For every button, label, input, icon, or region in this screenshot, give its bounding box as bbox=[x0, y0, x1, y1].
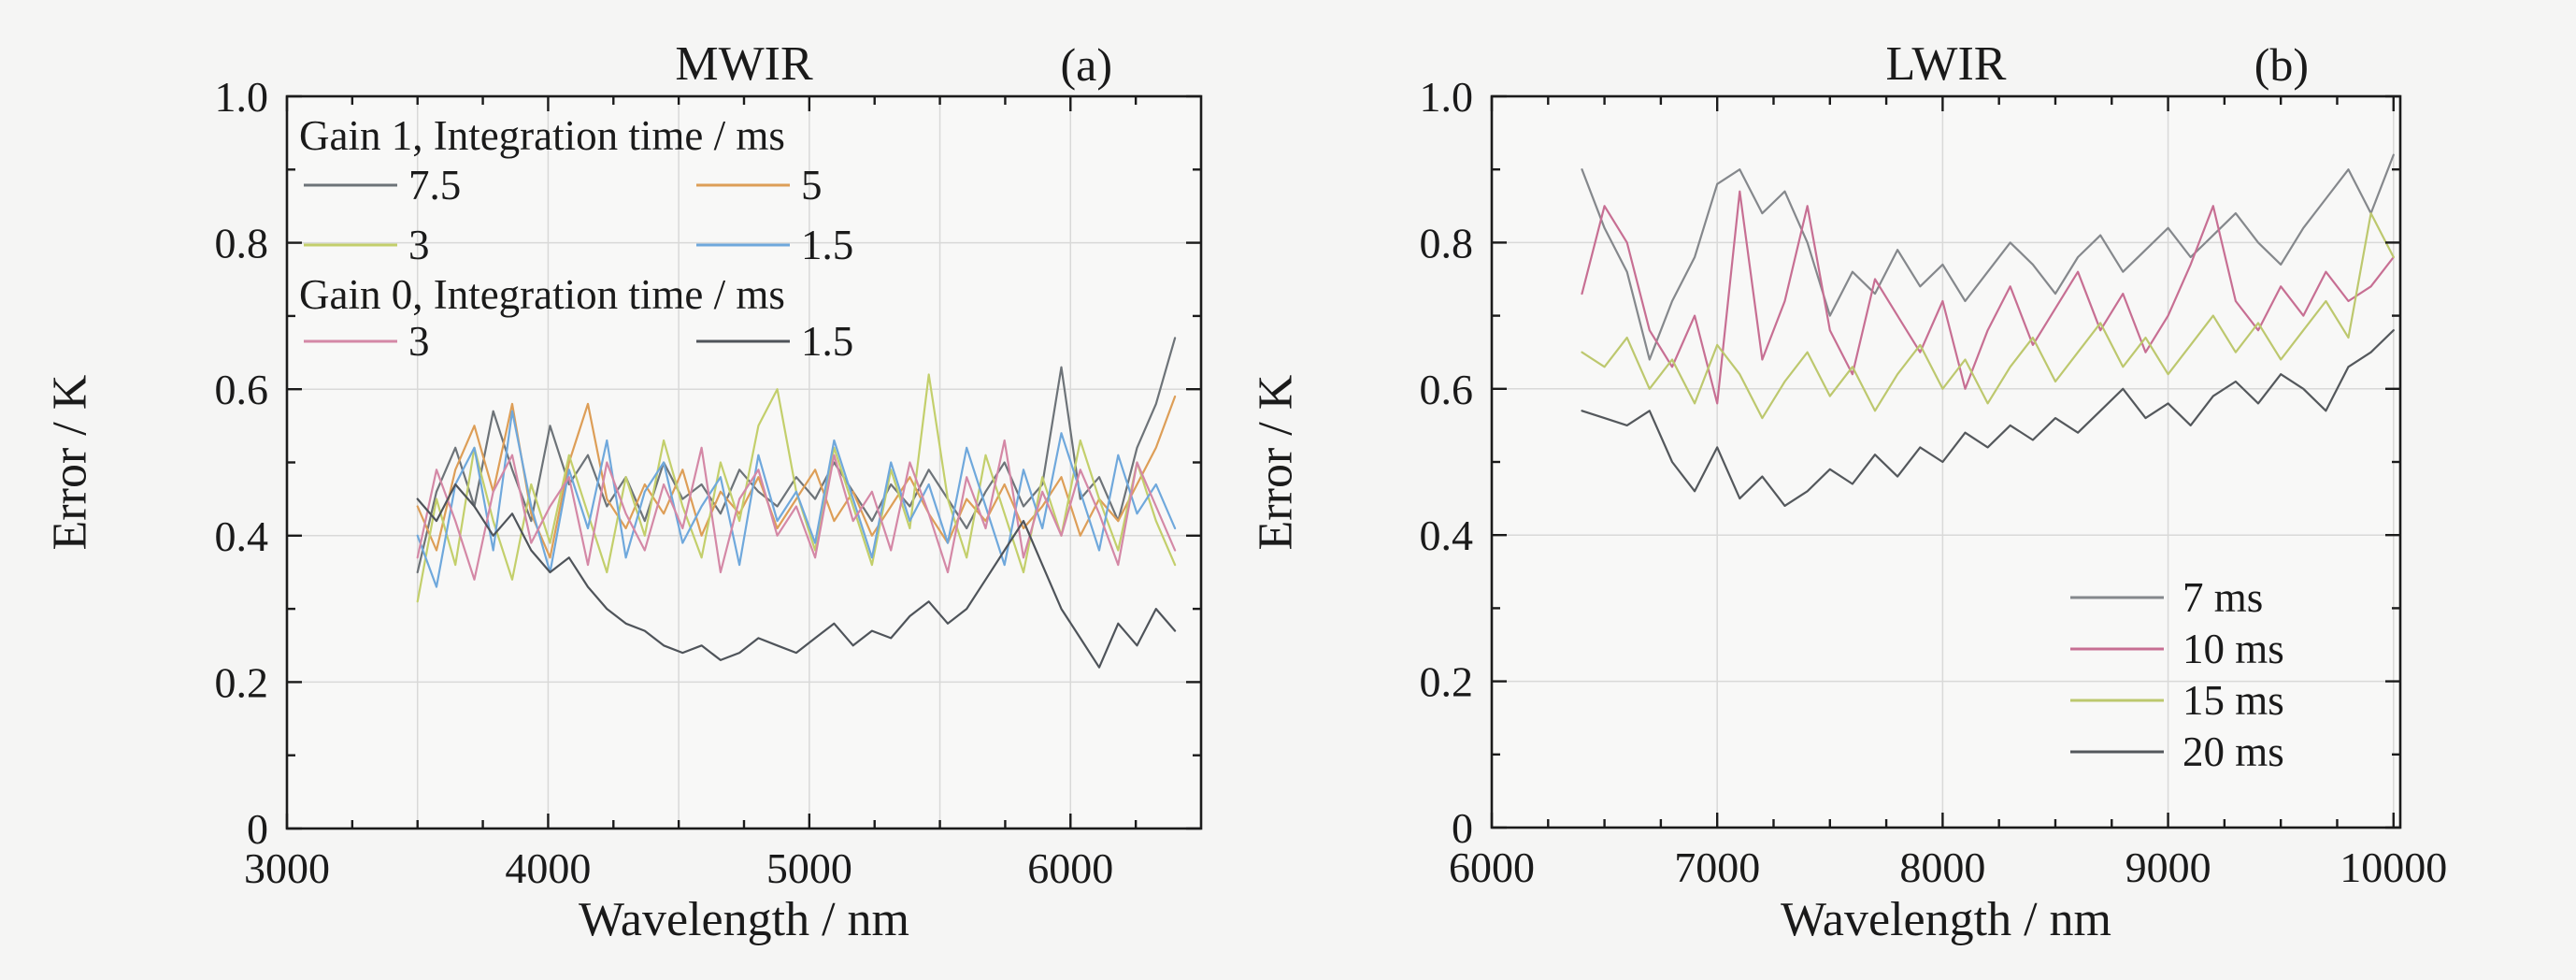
panel-a-x-tick-label: 6000 bbox=[1027, 844, 1113, 892]
panel-a-series-gain1-7.5ms-line bbox=[416, 337, 1177, 574]
panel-b-series-20ms-line bbox=[1581, 329, 2395, 508]
panel-a-y-tick-label: 1.0 bbox=[215, 73, 269, 121]
panel-b-x-tick-label: 9000 bbox=[2125, 843, 2211, 891]
panel-b-y-axis-label: Error / K bbox=[1249, 374, 1303, 551]
panel-b-legend-entry-label: 15 ms bbox=[2182, 677, 2284, 724]
panel-b-x-tick-label: 7000 bbox=[1674, 843, 1760, 891]
panel-b-plot-area bbox=[1492, 96, 2400, 828]
panel-a-y-axis-label: Error / K bbox=[43, 374, 97, 551]
panel-a-legend-group-header: Gain 0, Integration time / ms bbox=[299, 271, 785, 318]
panel-b-x-axis-label: Wavelength / nm bbox=[1781, 893, 2111, 946]
panel-a-y-tick-label: 0.4 bbox=[215, 512, 269, 560]
panel-a-legend-group-header: Gain 1, Integration time / ms bbox=[299, 112, 785, 159]
panel-b-legend-entry-label: 20 ms bbox=[2182, 728, 2284, 775]
panel-b-series-7ms-line bbox=[1581, 153, 2395, 361]
panel-a-legend-entry-label: 1.5 bbox=[801, 318, 853, 365]
panel-a-series-gain0-3ms-line bbox=[416, 439, 1177, 581]
panel-b-legend-entry-label: 7 ms bbox=[2182, 574, 2263, 621]
panel-a-legend-entry-label: 3 bbox=[408, 222, 430, 268]
panel-b-series-15ms-line bbox=[1581, 212, 2395, 420]
panel-a-plot-area bbox=[287, 96, 1201, 829]
panel-a-y-tick-label: 0.2 bbox=[215, 658, 269, 706]
panel-b-y-tick-label: 0.4 bbox=[1420, 512, 1474, 559]
panel-a-x-tick-label: 3000 bbox=[244, 844, 330, 892]
panel-b-y-tick-label: 0.8 bbox=[1420, 219, 1474, 267]
panel-a-legend-entry-label: 5 bbox=[801, 162, 823, 209]
panel-a-title: MWIR bbox=[675, 37, 813, 91]
panel-b-y-tick-label: 0.6 bbox=[1420, 366, 1474, 413]
panel-a-series-gain0-1.5ms-line bbox=[416, 483, 1177, 669]
panel-b-series-10ms-line bbox=[1581, 190, 2395, 405]
panel-a-legend-entry-label: 3 bbox=[408, 318, 430, 365]
panel-a-corner-label: (a) bbox=[1060, 38, 1113, 91]
panel-b-x-tick-label: 6000 bbox=[1449, 843, 1535, 891]
panel-a-x-axis-label: Wavelength / nm bbox=[579, 893, 909, 946]
panel-b-legend-entry-label: 10 ms bbox=[2182, 626, 2284, 672]
panel-b-axes-frame bbox=[1490, 94, 2402, 829]
panel-a-y-tick-label: 0 bbox=[247, 805, 268, 853]
panel-a-y-tick-label: 0.8 bbox=[215, 220, 269, 267]
panel-b-x-tick-label: 8000 bbox=[1899, 843, 1985, 891]
panel-a-legend-entry-label: 7.5 bbox=[408, 162, 461, 209]
panel-b-y-tick-label: 0.2 bbox=[1420, 658, 1474, 706]
panel-a-x-tick-label: 5000 bbox=[766, 844, 852, 892]
panel-a-series-gain1-1.5ms-line bbox=[416, 410, 1177, 588]
panel-b-x-tick-label: 10000 bbox=[2340, 843, 2447, 891]
panel-a-legend-entry-label: 1.5 bbox=[801, 222, 853, 268]
panel-a-axes-frame bbox=[285, 94, 1203, 830]
panel-a-y-tick-label: 0.6 bbox=[215, 366, 269, 413]
panel-a-x-tick-label: 4000 bbox=[505, 844, 591, 892]
panel-b-y-tick-label: 1.0 bbox=[1420, 73, 1474, 121]
panel-b-title: LWIR bbox=[1885, 37, 2007, 91]
panel-b-y-tick-label: 0 bbox=[1452, 804, 1473, 852]
panel-b-corner-label: (b) bbox=[2254, 38, 2309, 91]
